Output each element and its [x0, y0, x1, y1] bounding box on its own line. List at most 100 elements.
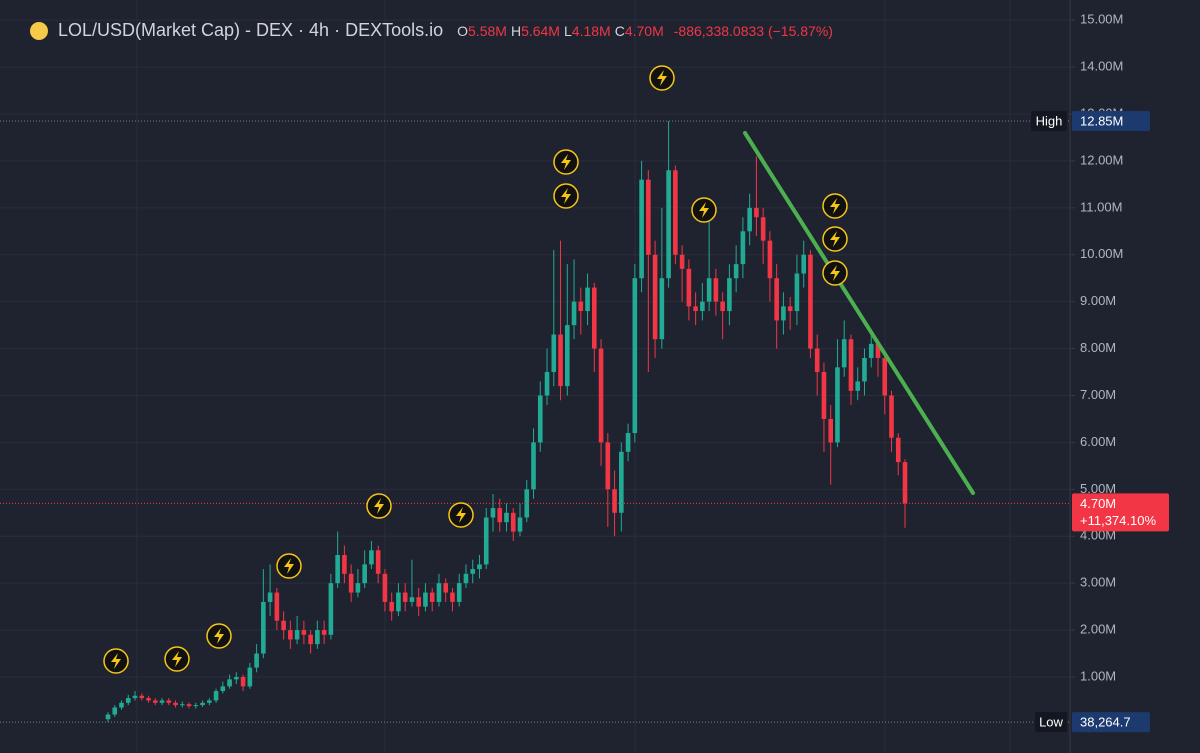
badge-value: 38,264.7: [1080, 715, 1131, 730]
candle-body: [355, 583, 361, 593]
candle-body: [328, 583, 334, 635]
candle-body: [693, 306, 698, 312]
candle-body: [646, 179, 651, 255]
candle-body: [240, 676, 246, 687]
candle-body: [436, 583, 442, 602]
candle-body: [288, 630, 293, 640]
ohlc-legend: O 5.58M H 5.64M L 4.18M C 4.70M: [457, 23, 668, 39]
candle-body: [814, 348, 820, 373]
candle-body: [139, 695, 145, 699]
ohlc-key: H: [510, 22, 522, 39]
candle-body: [173, 702, 178, 706]
candle-body: [308, 634, 313, 645]
event-marker: [206, 623, 232, 649]
candle-body: [686, 268, 692, 307]
event-marker-bolt: [699, 202, 709, 218]
candle-body: [450, 592, 455, 602]
event-marker: [649, 65, 675, 91]
candle-body: [835, 367, 840, 443]
candle-body: [808, 254, 813, 349]
chart-header: LOL/USD(Market Cap) - DEX · 4h · DEXTool…: [30, 20, 837, 41]
y-tick-label: 2.00M: [1080, 622, 1116, 637]
candle-body: [389, 601, 394, 612]
candle-body: [598, 348, 604, 443]
candle-body: [639, 179, 644, 279]
candle-body: [537, 395, 543, 443]
candle-body: [902, 462, 908, 504]
candle-body: [443, 583, 449, 593]
event-marker-bolt: [561, 188, 571, 204]
badge-name: Low: [1039, 715, 1063, 730]
y-tick-label: 7.00M: [1080, 387, 1116, 402]
candle-body: [335, 555, 340, 584]
y-tick-label: 6.00M: [1080, 434, 1116, 449]
ohlc-value: 5.64M: [521, 22, 560, 39]
candle-body: [125, 698, 131, 703]
candle-body: [605, 442, 611, 490]
candle-body: [105, 714, 111, 720]
candle-body: [301, 630, 307, 635]
candle-body: [342, 555, 347, 574]
candle-body: [754, 207, 759, 218]
candle-body: [207, 700, 212, 703]
y-tick-label: 3.00M: [1080, 575, 1116, 590]
event-marker: [553, 183, 579, 209]
event-marker-bolt: [561, 154, 571, 170]
event-marker: [691, 197, 717, 223]
event-marker-bolt: [657, 70, 667, 86]
candle-body: [416, 597, 421, 607]
y-tick-label: 9.00M: [1080, 293, 1116, 308]
event-marker-bolt: [172, 651, 182, 667]
candle-body: [497, 508, 503, 523]
candle-body: [564, 325, 570, 387]
event-marker: [553, 149, 579, 175]
candle-body: [227, 679, 232, 687]
candle-body: [261, 601, 266, 654]
candle-body: [369, 550, 374, 565]
candle-body: [382, 573, 388, 602]
candle-body: [186, 704, 192, 707]
candle-body: [848, 339, 854, 391]
candle-body: [889, 395, 894, 438]
event-marker-bolt: [830, 231, 840, 247]
ohlc-value: 4.70M: [624, 22, 664, 39]
candle-body: [787, 306, 793, 312]
candle-body: [531, 442, 536, 490]
candle-body: [895, 437, 901, 463]
ohlc-value: 5.58M: [468, 22, 507, 39]
y-tick-label: 11.00M: [1080, 199, 1122, 214]
candle-body: [862, 357, 867, 382]
candle-body: [517, 517, 523, 532]
candle-body: [281, 620, 286, 631]
last-price-label: 4.70M: [1080, 496, 1116, 511]
candle-body: [578, 301, 584, 312]
y-tick-label: 4.00M: [1080, 528, 1116, 543]
event-marker: [822, 226, 848, 252]
candle-body: [119, 702, 124, 708]
candle-body: [794, 273, 800, 312]
candle-body: [855, 381, 861, 391]
candle-body: [720, 301, 725, 312]
event-marker: [822, 193, 848, 219]
event-marker-bolt: [830, 265, 840, 281]
candle-body: [234, 676, 239, 680]
candle-body: [423, 592, 428, 607]
candle-body: [781, 306, 786, 321]
candle-body: [821, 372, 827, 419]
event-marker: [366, 493, 392, 519]
ohlc-key: C: [614, 22, 625, 39]
event-marker-bolt: [374, 498, 384, 514]
candle-body: [679, 254, 685, 269]
last-price-change: +11,374.10%: [1080, 513, 1156, 528]
candle-body: [673, 170, 678, 255]
candle-body: [571, 301, 577, 326]
trend-line: [743, 131, 975, 495]
chart-title: LOL/USD(Market Cap) - DEX · 4h · DEXTool…: [58, 20, 444, 40]
candle-body: [666, 170, 671, 279]
candle-body: [875, 343, 881, 358]
candle-body: [868, 343, 874, 358]
event-marker: [103, 648, 129, 674]
candle-body: [429, 592, 435, 602]
candle-body: [254, 653, 259, 668]
